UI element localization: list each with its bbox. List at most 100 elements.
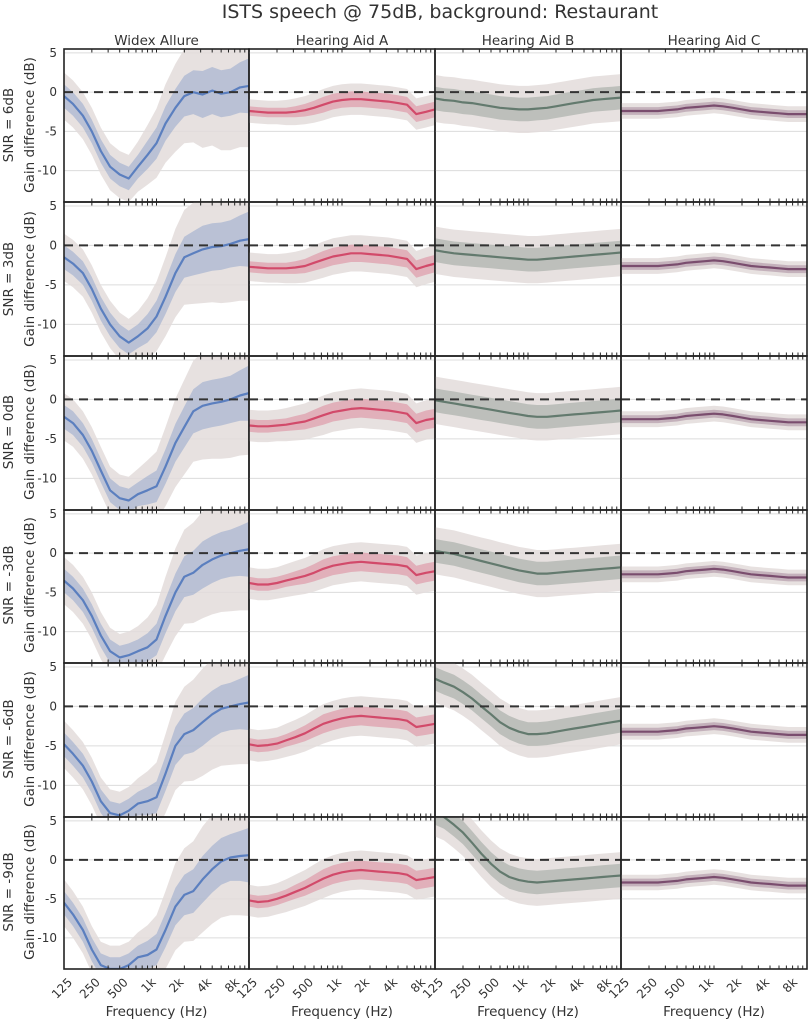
y-tick-label: -5 (45, 124, 57, 138)
outer-band (64, 202, 249, 356)
panel-snr-3db-hearing-aid-a (248, 509, 436, 664)
panel-frame (620, 48, 808, 203)
median-line (249, 407, 435, 428)
y-tick-label: -5 (45, 739, 57, 753)
outer-band (64, 510, 249, 663)
panel-snr-6db-hearing-aid-a (248, 662, 436, 818)
median-line (64, 701, 249, 817)
y-axis-title: Gain difference (dB) (22, 364, 38, 500)
panel-data (435, 663, 621, 758)
row-label-snr-minus-6: SNR = -6dB (1, 699, 17, 778)
outer-band (621, 869, 807, 894)
x-tick-label: 500 (662, 975, 688, 1001)
panel-data (249, 235, 435, 288)
column-titles: Widex Allure Hearing Aid A Hearing Aid B… (114, 33, 760, 49)
inner-band (621, 873, 807, 890)
y-tick-label: -5 (45, 892, 57, 906)
x-tick-label: 500 (290, 975, 316, 1001)
panel-data (64, 510, 249, 663)
x-axis-titles: Frequency (Hz) Frequency (Hz) Frequency … (106, 1004, 765, 1020)
panel-data (621, 405, 807, 431)
median-line (621, 725, 807, 737)
panels: 5 0 -5 -10 5 0 -5 -10 5 0 -5 -10 5 0 -5 -10 5 0 -5 -10 5 0 -5 -… (37, 46, 808, 1001)
panel-snr-3db-hearing-aid-a (248, 201, 436, 357)
panel-snr-9db-hearing-aid-a: 125 250 500 1k 2k 4k 8k (234, 816, 436, 1001)
panel-snr-0db-hearing-aid-a (248, 355, 436, 511)
median-line (249, 714, 435, 748)
median-line (249, 868, 435, 904)
y-tick-label: 0 (49, 699, 57, 713)
panel-frame (620, 509, 808, 664)
panel-data (435, 226, 621, 284)
y-tick-label: 0 (49, 853, 57, 867)
panel-snr-3db-hearing-aid-b (434, 509, 622, 664)
x-tick-label: 125 (420, 975, 446, 1001)
panel-snr-6db-hearing-aid-a (248, 48, 436, 203)
outer-band (435, 527, 621, 598)
panel-data (435, 527, 621, 598)
inner-band (249, 91, 435, 122)
inner-band (64, 365, 249, 510)
panel-snr-3db-widex-allure: 5 0 -5 -10 (37, 199, 250, 357)
x-tick-label: 4k (752, 975, 772, 995)
y-axis-title: Gain difference (dB) (22, 517, 38, 653)
outer-band (249, 235, 435, 288)
x-axis-title: Frequency (Hz) (291, 1004, 393, 1020)
inner-band (435, 666, 621, 746)
outer-band (249, 83, 435, 130)
row-labels: SNR = 6dB SNR = 3dB SNR = 0dB SNR = -3dB… (1, 88, 17, 932)
median-line (435, 249, 621, 261)
panel-data (621, 561, 807, 586)
outer-band (249, 850, 435, 918)
row-label-snr-6: SNR = 6dB (1, 88, 17, 162)
x-axis-title: Frequency (Hz) (663, 1004, 765, 1020)
panel-frame (620, 355, 808, 511)
panel-data (621, 718, 807, 743)
panel-data (435, 376, 621, 441)
inner-band (621, 722, 807, 739)
inner-band (435, 539, 621, 586)
median-line (64, 548, 249, 659)
outer-band (249, 388, 435, 443)
panel-data (64, 356, 249, 510)
y-tick-label: 0 (49, 546, 57, 560)
y-tick-label: 5 (49, 814, 57, 828)
x-tick-label: 500 (105, 975, 131, 1001)
outer-band (621, 252, 807, 277)
panel-snr-6db-hearing-aid-b (434, 662, 622, 818)
y-tick-label: 5 (49, 507, 57, 521)
panel-snr-0db-hearing-aid-c (620, 355, 808, 511)
outer-band (435, 74, 621, 133)
y-tick-label: 0 (49, 392, 57, 406)
inner-band (64, 674, 249, 817)
outer-band (621, 718, 807, 743)
y-axis-title: Gain difference (dB) (22, 671, 38, 807)
y-tick-label: 5 (49, 46, 57, 60)
x-tick-label: 8k (780, 975, 800, 995)
y-tick-label: 5 (49, 660, 57, 674)
figure-title: ISTS speech @ 75dB, background: Restaura… (222, 1, 658, 23)
panel-snr-6db-hearing-aid-b (434, 48, 622, 203)
outer-band (64, 817, 249, 969)
y-tick-label: -10 (37, 471, 57, 485)
x-tick-label: 250 (77, 975, 103, 1001)
median-line (435, 677, 621, 736)
panel-data (249, 696, 435, 762)
outer-band (621, 405, 807, 431)
row-label-snr-0: SNR = 0dB (1, 395, 17, 469)
panel-data (435, 817, 621, 906)
x-tick-label: 500 (476, 975, 502, 1001)
y-tick-label: -10 (37, 164, 57, 178)
x-tick-label: 250 (448, 975, 474, 1001)
median-line (441, 817, 621, 884)
median-line (249, 98, 435, 116)
x-tick-label: 1k (138, 975, 158, 995)
median-line (249, 252, 435, 271)
outer-band (249, 696, 435, 762)
median-line (435, 549, 621, 575)
column-title-hearing-aid-a: Hearing Aid A (296, 33, 389, 49)
median-line (249, 560, 435, 586)
x-tick-label: 2k (352, 975, 372, 995)
x-tick-label: 4k (194, 975, 214, 995)
